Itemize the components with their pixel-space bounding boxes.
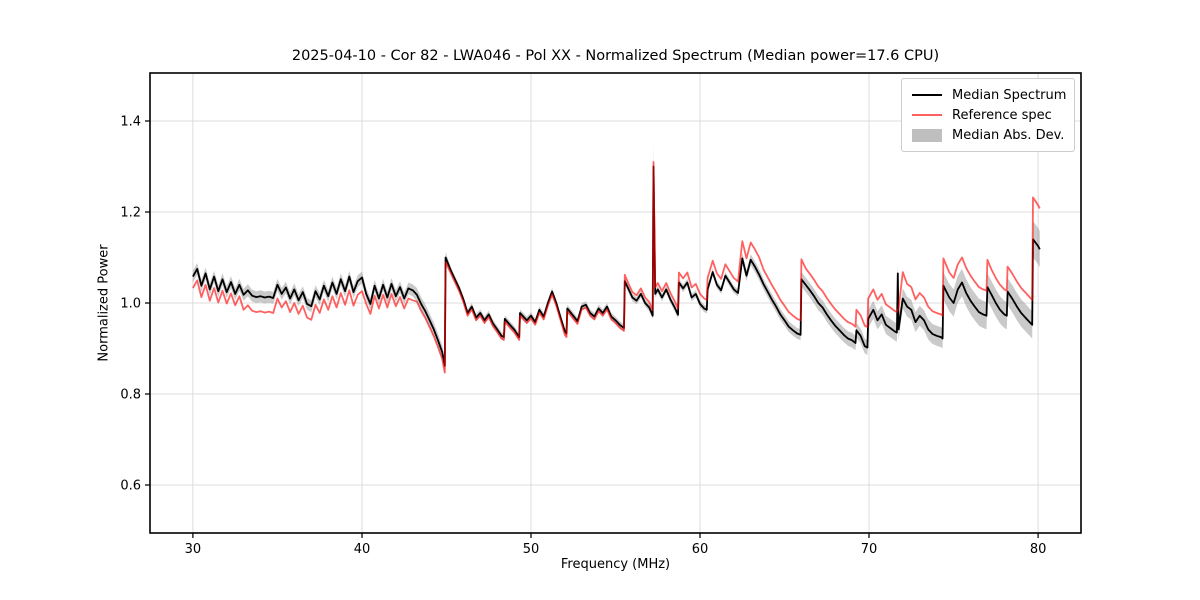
legend: Median Spectrum Reference spec Median Ab… — [901, 78, 1075, 152]
mad-band-swatch-icon — [912, 128, 942, 142]
y-tick-label: 1.0 — [120, 297, 141, 312]
reference-spec-line — [192, 161, 1041, 374]
x-tick-label: 30 — [185, 542, 202, 557]
y-tick-label: 1.2 — [120, 206, 141, 221]
legend-label: Median Spectrum — [952, 87, 1067, 103]
legend-item-median-spectrum: Median Spectrum — [912, 85, 1066, 105]
axis-ticks: 30 40 50 60 70 80 0.6 0.8 1.0 1.2 1.4 — [120, 115, 1046, 558]
median-line-swatch-icon — [912, 94, 942, 96]
y-tick-label: 0.6 — [120, 479, 141, 494]
legend-item-reference-spec: Reference spec — [912, 105, 1066, 125]
x-axis-label: Frequency (MHz) — [560, 557, 671, 572]
x-tick-label: 80 — [1030, 542, 1047, 557]
mad-band — [192, 144, 1040, 373]
y-axis-label: Normalized Power — [96, 244, 112, 362]
legend-label: Reference spec — [952, 107, 1052, 123]
chart-title: 2025-04-10 - Cor 82 - LWA046 - Pol XX - … — [291, 48, 940, 64]
reference-line-swatch-icon — [912, 114, 942, 116]
legend-item-median-abs-dev: Median Abs. Dev. — [912, 125, 1066, 145]
y-tick-label: 0.8 — [120, 388, 141, 403]
x-tick-label: 50 — [523, 542, 540, 557]
median-spectrum-line — [192, 165, 1041, 367]
x-tick-label: 70 — [861, 542, 878, 557]
x-tick-label: 40 — [354, 542, 371, 557]
legend-label: Median Abs. Dev. — [952, 127, 1065, 143]
y-tick-label: 1.4 — [120, 115, 141, 130]
x-tick-label: 60 — [692, 542, 709, 557]
